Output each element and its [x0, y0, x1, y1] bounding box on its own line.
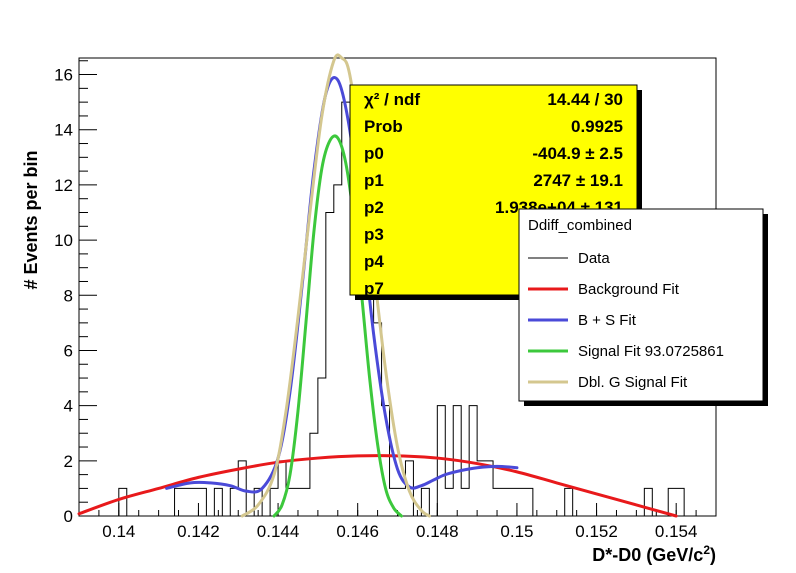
x-tick-label: 0.154	[655, 522, 698, 541]
x-tick-label: 0.14	[102, 522, 135, 541]
stats-row-label: p7	[364, 279, 384, 298]
stats-row-label: p0	[364, 144, 384, 163]
x-tick-label: 0.142	[177, 522, 220, 541]
y-axis-title: # Events per bin	[21, 150, 41, 289]
y-tick-label: 0	[64, 507, 73, 526]
stats-row-value: 14.44 / 30	[547, 90, 623, 109]
stats-box: χ² / ndf 14.44 / 30 Prob 0.9925 p0 -404.9 ± 2…	[349, 84, 642, 300]
x-tick-label: 0.148	[416, 522, 459, 541]
y-tick-label: 4	[64, 397, 73, 416]
legend: Ddiff_combined Data Background Fit B + S Fi…	[518, 208, 768, 406]
y-axis: 0 2 4 6 8 10 12 14 16	[54, 60, 97, 526]
y-tick-label: 16	[54, 66, 73, 85]
stats-row-label: χ² / ndf	[364, 90, 420, 109]
legend-entry-label: Dbl. G Signal Fit	[578, 374, 688, 391]
legend-entry-label: Data	[578, 250, 610, 267]
x-axis-title-sup: 2	[703, 543, 710, 557]
y-tick-label: 14	[54, 121, 73, 140]
stats-row-label: p4	[364, 252, 384, 271]
x-axis-title-main: D*-D0 (GeV/c	[592, 545, 703, 565]
stats-row-label: Prob	[364, 117, 403, 136]
y-tick-label: 12	[54, 176, 73, 195]
stats-row-value: 2747 ± 19.1	[533, 171, 623, 190]
stats-row-value: 0.9925	[571, 117, 623, 136]
x-tick-label: 0.15	[500, 522, 533, 541]
stats-row-label: p3	[364, 225, 384, 244]
legend-entry-label: B + S Fit	[578, 312, 637, 329]
y-tick-label: 6	[64, 341, 73, 360]
legend-entry-label: Background Fit	[578, 281, 680, 298]
x-axis-title: D*-D0 (GeV/c2)	[592, 543, 716, 565]
x-axis: 0.14 0.142 0.144 0.146 0.148 0.15 0.152 0.154	[98, 503, 698, 541]
histogram-outline	[79, 101, 716, 517]
curve-signal-fit-93-0725861	[272, 134, 403, 518]
y-tick-label: 2	[64, 452, 73, 471]
x-tick-label: 0.152	[575, 522, 618, 541]
x-tick-label: 0.146	[336, 522, 379, 541]
legend-title: Ddiff_combined	[528, 217, 632, 234]
stats-row-label: p2	[364, 198, 384, 217]
stats-row-label: p1	[364, 171, 384, 190]
histogram-series	[79, 101, 716, 517]
legend-panel	[518, 208, 764, 402]
y-tick-label: 8	[64, 286, 73, 305]
x-tick-label: 0.144	[257, 522, 300, 541]
legend-entry-label: Signal Fit 93.0725861	[578, 343, 724, 360]
x-axis-title-tail: )	[710, 545, 716, 565]
stats-row-value: -404.9 ± 2.5	[532, 144, 623, 163]
curve-background-fit	[77, 454, 678, 518]
y-tick-label: 10	[54, 231, 73, 250]
curve-dbl-g-signal-fit	[240, 53, 431, 518]
